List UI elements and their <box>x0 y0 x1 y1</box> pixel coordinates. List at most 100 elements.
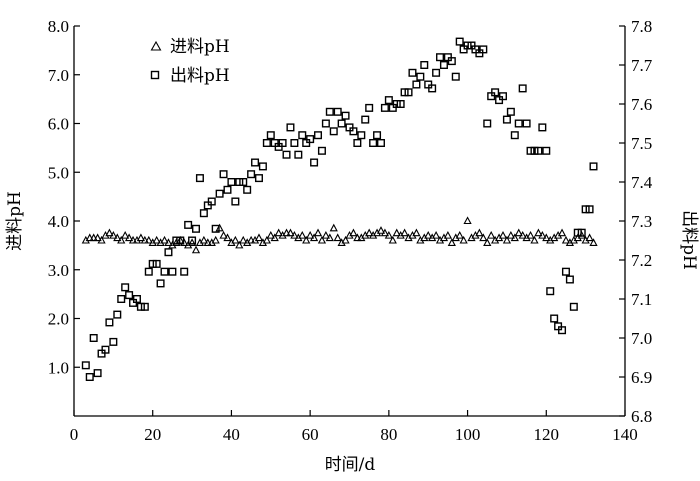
effluent-ph-point <box>164 248 173 257</box>
effluent-ph-point <box>498 92 507 101</box>
effluent-ph-point <box>404 88 413 97</box>
effluent-ph-point <box>262 138 271 147</box>
effluent-ph-point <box>353 138 362 147</box>
effluent-ph-point <box>589 162 598 171</box>
x-tick-label: 40 <box>223 425 240 444</box>
effluent-ph-point <box>266 131 275 140</box>
feed-ph-point <box>286 228 295 237</box>
effluent-ph-point <box>329 127 338 136</box>
effluent-ph-point <box>211 224 220 233</box>
feed-ph-point <box>561 235 571 244</box>
y-left-tick-label: 3.0 <box>48 261 69 280</box>
y-right-tick-label: 7.5 <box>631 134 652 153</box>
feed-ph-point <box>530 235 539 244</box>
effluent-ph-point <box>558 326 567 335</box>
effluent-ph-point <box>538 123 547 132</box>
feed-ph-point <box>424 230 433 239</box>
effluent-ph-point <box>428 84 437 93</box>
effluent-ph-point <box>156 279 165 288</box>
effluent-ph-point <box>101 345 110 354</box>
feed-ph-point <box>463 216 472 225</box>
effluent-ph-point <box>121 283 130 292</box>
effluent-ph-point <box>380 103 389 112</box>
plot-frame <box>73 26 626 417</box>
effluent-ph-point <box>207 197 216 206</box>
feed-ph-point <box>388 235 397 244</box>
feed-ph-point <box>384 230 393 239</box>
y-right-tick-label: 7.0 <box>631 329 652 348</box>
effluent-ph-point <box>290 138 299 147</box>
y-left-tick-label: 7.0 <box>48 66 69 85</box>
feed-ph-point <box>246 235 256 244</box>
y-left-tick-label: 6.0 <box>48 115 69 134</box>
feed-ph-point <box>262 235 271 244</box>
feed-ph-point <box>109 230 118 239</box>
y-left-tick-label: 4.0 <box>48 212 69 231</box>
feed-ph-point <box>325 233 334 242</box>
feed-ph-point <box>306 230 315 239</box>
feed-ph-point <box>585 233 594 242</box>
effluent-ph-point <box>254 174 263 183</box>
effluent-ph-point <box>510 131 519 140</box>
feed-ph-point <box>349 228 358 237</box>
effluent-ph-point <box>361 115 370 124</box>
feed-ph-point <box>321 230 331 239</box>
feed-ph-point <box>282 228 291 237</box>
effluent-ph-point <box>231 197 240 206</box>
feed-ph-point <box>124 233 134 242</box>
feed-ph-point <box>538 230 547 239</box>
feed-ph-point <box>365 228 374 237</box>
effluent-ph-point <box>93 369 102 378</box>
effluent-ph-point <box>518 84 527 93</box>
series-effluent-ph <box>81 37 598 382</box>
feed-ph-point <box>333 233 342 242</box>
feed-ph-point <box>105 228 114 237</box>
effluent-ph-point <box>514 119 523 128</box>
effluent-ph-point <box>341 111 350 120</box>
y-left-axis-title: 进料pH <box>5 191 25 251</box>
effluent-ph-point <box>483 119 492 128</box>
feed-ph-point <box>298 230 307 239</box>
effluent-ph-point <box>349 127 358 136</box>
feed-ph-point <box>431 230 441 239</box>
effluent-ph-point <box>282 150 291 159</box>
legend: 进料pH 出料pH <box>150 37 230 86</box>
y-right-axis-title: 出料pH <box>679 210 699 270</box>
feed-ph-point <box>526 230 535 239</box>
effluent-ph-point <box>522 119 531 128</box>
effluent-ph-point <box>247 170 256 179</box>
feed-ph-point <box>152 235 161 244</box>
x-axis-ticks: 0 20 40 60 80 100 120 140 <box>70 410 638 444</box>
y-right-tick-label: 6.8 <box>631 407 652 426</box>
feed-ph-point <box>144 235 153 244</box>
feed-ph-point <box>455 230 464 239</box>
y-right-tick-label: 7.8 <box>631 17 652 36</box>
feed-ph-point <box>534 228 543 237</box>
effluent-ph-point <box>479 45 488 54</box>
effluent-ph-point <box>546 287 555 296</box>
effluent-ph-point <box>384 96 393 105</box>
effluent-ph-point <box>337 119 346 128</box>
effluent-ph-point <box>117 295 126 304</box>
feed-ph-point <box>514 228 523 237</box>
feed-ph-point <box>459 235 468 244</box>
effluent-ph-point <box>357 131 366 140</box>
x-tick-label: 100 <box>455 425 481 444</box>
effluent-ph-point <box>243 185 252 194</box>
legend-square-marker <box>150 70 160 80</box>
effluent-ph-point <box>365 103 374 112</box>
effluent-ph-point <box>534 146 543 155</box>
x-tick-label: 0 <box>70 425 79 444</box>
feed-ph-point <box>341 235 350 244</box>
feed-ph-point <box>412 228 421 237</box>
effluent-ph-point <box>215 189 224 198</box>
feed-ph-point <box>128 235 138 244</box>
effluent-ph-point <box>420 61 429 70</box>
feed-ph-point <box>223 233 232 242</box>
feed-ph-point <box>317 235 327 244</box>
series-feed-ph <box>81 216 598 254</box>
feed-ph-point <box>180 238 189 246</box>
feed-ph-point <box>309 233 319 242</box>
y-right-tick-label: 7.7 <box>631 56 653 75</box>
